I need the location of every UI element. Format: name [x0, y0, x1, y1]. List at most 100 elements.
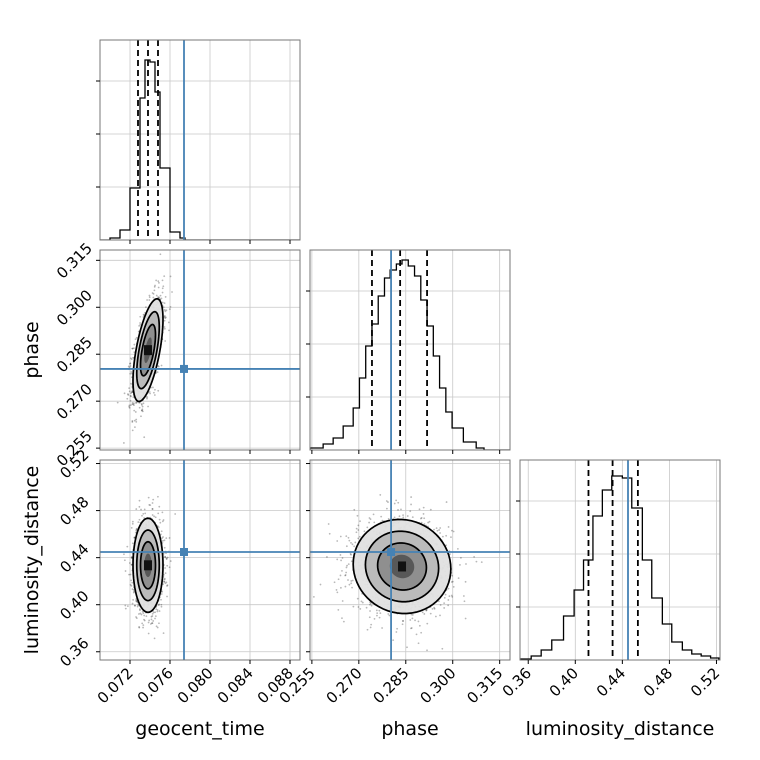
sample-point — [368, 517, 371, 519]
sample-point — [169, 275, 172, 278]
sample-point — [161, 301, 164, 304]
sample-point — [128, 405, 131, 408]
sample-point — [429, 508, 432, 511]
y-tick-label: 0.270 — [53, 380, 96, 423]
sample-point — [396, 627, 399, 630]
sample-point — [439, 527, 442, 529]
sample-point — [148, 390, 151, 393]
axes-frame — [99, 39, 301, 241]
sample-point — [353, 545, 356, 548]
axes-frame — [309, 459, 511, 661]
density-peak — [398, 561, 407, 572]
sample-point — [143, 618, 145, 621]
sample-point — [459, 564, 461, 566]
sample-point — [444, 593, 447, 596]
sample-point — [161, 287, 164, 290]
sample-point — [130, 358, 133, 361]
sample-point — [418, 508, 421, 511]
sample-point — [135, 528, 138, 531]
sample-point — [145, 306, 147, 309]
sample-point — [420, 631, 423, 634]
contour-line — [135, 529, 161, 602]
sample-point — [128, 366, 131, 369]
sample-point — [157, 512, 160, 515]
sample-point — [402, 516, 405, 519]
sample-point — [350, 542, 352, 544]
sample-point — [447, 526, 450, 528]
sample-point — [146, 396, 149, 398]
sample-point — [166, 595, 168, 598]
sample-point — [431, 607, 434, 610]
sample-point — [127, 365, 130, 368]
sample-point — [143, 436, 146, 439]
sample-point — [147, 496, 150, 499]
sample-point — [168, 308, 171, 311]
sample-point — [411, 617, 414, 620]
sample-point — [166, 585, 168, 587]
sample-point — [143, 619, 146, 622]
sample-point — [153, 285, 156, 288]
sample-point — [151, 622, 154, 625]
sample-point — [435, 527, 438, 530]
sample-point — [124, 570, 127, 572]
sample-point — [123, 392, 126, 395]
x-tick-label: 0.270 — [323, 664, 366, 707]
sample-point — [139, 323, 142, 326]
sample-point — [131, 520, 134, 523]
sample-point — [147, 621, 150, 624]
sample-point — [421, 611, 424, 614]
sample-point — [132, 347, 135, 350]
sample-point — [361, 601, 364, 604]
sample-point — [123, 553, 125, 556]
sample-point — [368, 521, 371, 524]
sample-point — [133, 402, 135, 405]
sample-point — [352, 605, 355, 608]
sample-point — [162, 536, 164, 538]
sample-point — [128, 406, 131, 409]
y-tick-label: 0.44 — [56, 540, 92, 576]
sample-point — [410, 496, 413, 498]
sample-point — [135, 527, 138, 530]
sample-point — [131, 542, 134, 545]
sample-point — [339, 586, 342, 589]
sample-point — [345, 535, 348, 538]
sample-point — [134, 604, 136, 607]
sample-point — [152, 498, 155, 501]
sample-point — [130, 395, 132, 398]
sample-point — [131, 581, 134, 584]
sample-point — [369, 626, 372, 629]
sample-point — [354, 541, 357, 544]
histogram-geocent_time — [100, 59, 300, 240]
sample-point — [131, 402, 134, 404]
sample-point — [133, 409, 136, 412]
sample-point — [161, 511, 164, 514]
sample-point — [132, 356, 134, 359]
sample-point — [166, 556, 169, 559]
sample-point — [148, 504, 151, 506]
hist-panel-luminosity_distance — [520, 460, 720, 660]
sample-point — [163, 577, 166, 580]
sample-point — [164, 582, 167, 585]
sample-point — [350, 580, 353, 582]
sample-point — [462, 595, 465, 597]
sample-point — [163, 302, 166, 305]
x-tick-label: 0.076 — [134, 664, 177, 707]
sample-point — [151, 615, 154, 617]
sample-point — [142, 512, 145, 515]
sample-point — [156, 626, 159, 629]
sample-point — [452, 585, 455, 588]
sample-point — [138, 505, 141, 508]
sample-point — [411, 516, 414, 519]
sample-point — [422, 513, 425, 515]
sample-point — [160, 364, 163, 367]
sample-point — [369, 603, 371, 606]
sample-point — [157, 526, 160, 529]
sample-point — [163, 546, 166, 549]
sample-point — [169, 560, 172, 562]
sample-point — [128, 387, 131, 389]
sample-point — [152, 611, 155, 614]
sample-point — [167, 321, 170, 324]
sample-point — [129, 372, 132, 375]
sample-point — [154, 516, 157, 519]
sample-point — [154, 617, 156, 620]
